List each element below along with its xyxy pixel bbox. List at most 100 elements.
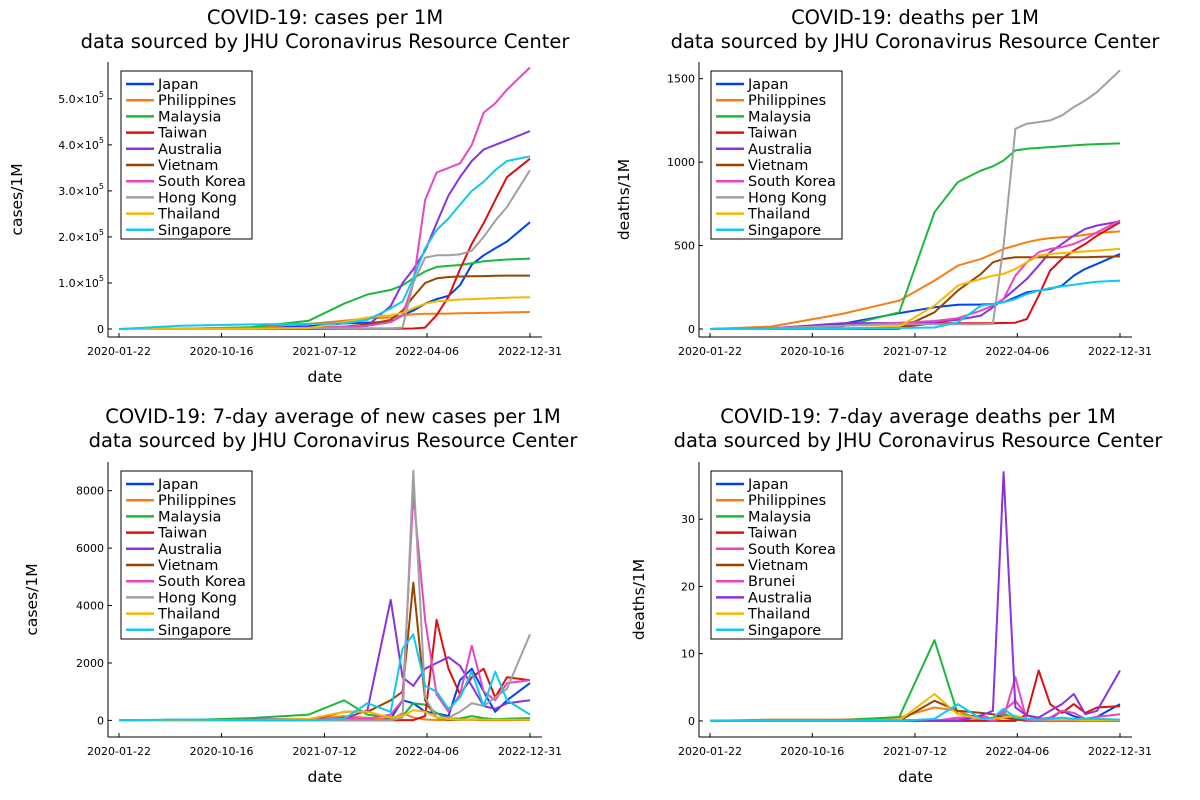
legend-entry-label: Taiwan (157, 126, 207, 142)
chart-subtitle: data sourced by JHU Coronavirus Resource… (89, 429, 579, 452)
series-line-philippines (709, 230, 1121, 330)
y-tick-label: 8000 (76, 485, 104, 498)
y-tick-label: 4.0×105 (58, 136, 104, 152)
series-line-malaysia (709, 142, 1121, 330)
chart-subtitle: data sourced by JHU Coronavirus Resource… (671, 30, 1161, 53)
chart-title: COVID-19: 7-day average deaths per 1M (720, 405, 1115, 428)
legend-entry-label: Thailand (747, 207, 810, 223)
legend-entry-label: Singapore (158, 623, 231, 639)
legend-entry-label: Malaysia (158, 509, 221, 525)
legend-entry-label: Hong Kong (158, 590, 237, 606)
legend-entry-label: Philippines (158, 493, 236, 509)
y-tick-label: 30 (681, 513, 695, 526)
legend: JapanPhilippinesMalaysiaTaiwanAustraliaV… (710, 70, 843, 240)
y-tick-label: 5.0×105 (58, 90, 104, 106)
legend-entry-label: Philippines (158, 93, 236, 109)
legend-entry-label: Brunei (748, 574, 795, 590)
y-tick-label: 0 (688, 715, 695, 728)
series-line-vietnam (119, 274, 530, 330)
x-tick-label: 2021-07-12 (883, 745, 947, 758)
x-tick-label: 2021-07-12 (883, 345, 947, 358)
y-tick-label: 3.0×105 (58, 182, 104, 198)
legend-entry-label: Malaysia (748, 109, 811, 125)
y-tick-label: 0 (688, 323, 695, 336)
legend-entry-label: Australia (158, 142, 222, 158)
x-tick-label: 2021-07-12 (293, 745, 357, 758)
legend-entry-label: Malaysia (748, 509, 811, 525)
x-tick-label: 2021-07-12 (293, 345, 357, 358)
legend-entry-label: South Korea (748, 174, 836, 190)
x-tick-label: 2020-10-16 (780, 345, 844, 358)
series-line-thailand (709, 247, 1121, 330)
y-tick-label: 2.0×105 (58, 228, 104, 244)
series-line-malaysia (118, 699, 531, 722)
chart-panel-3: COVID-19: 7-day average of new cases per… (23, 405, 578, 786)
legend-entry-label: South Korea (748, 542, 836, 558)
legend-entry-label: Vietnam (748, 158, 808, 174)
x-tick-label: 2020-01-22 (87, 345, 151, 358)
x-tick-label: 2022-12-31 (1088, 345, 1152, 358)
series-group (118, 469, 531, 722)
series-line-hong-kong (709, 69, 1121, 330)
x-tick-label: 2020-10-16 (190, 345, 254, 358)
legend-entry-label: Vietnam (748, 558, 808, 574)
y-tick-label: 4000 (76, 600, 104, 613)
legend-entry-label: Taiwan (157, 526, 207, 542)
x-tick-label: 2020-01-22 (678, 745, 742, 758)
legend-entry-label: Australia (158, 542, 222, 558)
legend-entry-label: Malaysia (158, 109, 221, 125)
y-axis-label: deaths/1M (630, 559, 648, 640)
x-tick-label: 2022-12-31 (1088, 745, 1152, 758)
legend-entry-label: Japan (157, 477, 198, 493)
y-axis-label: deaths/1M (615, 159, 633, 240)
series-group (709, 69, 1121, 330)
x-axis-label: date (308, 768, 343, 786)
series-line-singapore (709, 279, 1121, 330)
x-tick-label: 2022-04-06 (395, 345, 459, 358)
legend-entry-label: Japan (747, 477, 788, 493)
legend-entry-label: Thailand (747, 607, 810, 623)
legend-entry-label: Philippines (748, 493, 826, 509)
y-tick-label: 20 (681, 580, 695, 593)
x-tick-label: 2022-04-06 (985, 345, 1049, 358)
y-tick-label: 500 (674, 240, 695, 253)
legend-entry-label: Vietnam (158, 158, 218, 174)
series-line-singapore (118, 633, 531, 722)
chart-subtitle: data sourced by JHU Coronavirus Resource… (81, 30, 571, 53)
y-tick-label: 1.0×105 (58, 274, 104, 290)
legend-entry-label: Singapore (748, 223, 821, 239)
legend-entry-label: Thailand (157, 607, 220, 623)
legend-entry-label: Japan (157, 77, 198, 93)
y-tick-label: 2000 (76, 657, 104, 670)
series-line-malaysia (118, 257, 531, 330)
y-axis-label: cases/1M (8, 163, 26, 235)
y-tick-label: 6000 (76, 542, 104, 555)
chart-title: COVID-19: 7-day average of new cases per… (105, 405, 560, 428)
legend-entry-label: Thailand (157, 207, 220, 223)
x-axis-label: date (898, 768, 933, 786)
series-line-thailand (710, 693, 1120, 722)
chart-subtitle: data sourced by JHU Coronavirus Resource… (674, 429, 1164, 452)
chart-panel-4: COVID-19: 7-day average deaths per 1Mdat… (630, 405, 1163, 786)
legend: JapanPhilippinesMalaysiaTaiwanAustraliaV… (120, 70, 253, 240)
series-line-japan (118, 667, 531, 722)
series-line-singapore (118, 155, 531, 330)
y-tick-label: 1500 (667, 73, 695, 86)
x-tick-label: 2022-12-31 (498, 745, 562, 758)
series-line-south-korea (709, 219, 1121, 330)
y-axis-label: cases/1M (23, 563, 41, 635)
legend-entry-label: Vietnam (158, 558, 218, 574)
series-line-singapore (710, 703, 1121, 722)
legend-entry-label: Philippines (748, 93, 826, 109)
legend-entry-label: Australia (748, 590, 812, 606)
x-tick-label: 2022-04-06 (985, 745, 1049, 758)
series-line-japan (119, 221, 531, 330)
legend: JapanPhilippinesMalaysiaTaiwanAustraliaV… (120, 470, 253, 640)
x-tick-label: 2020-01-22 (87, 745, 151, 758)
legend-entry-label: South Korea (158, 174, 246, 190)
x-axis-label: date (898, 368, 933, 386)
legend-entry-label: Taiwan (747, 126, 797, 142)
